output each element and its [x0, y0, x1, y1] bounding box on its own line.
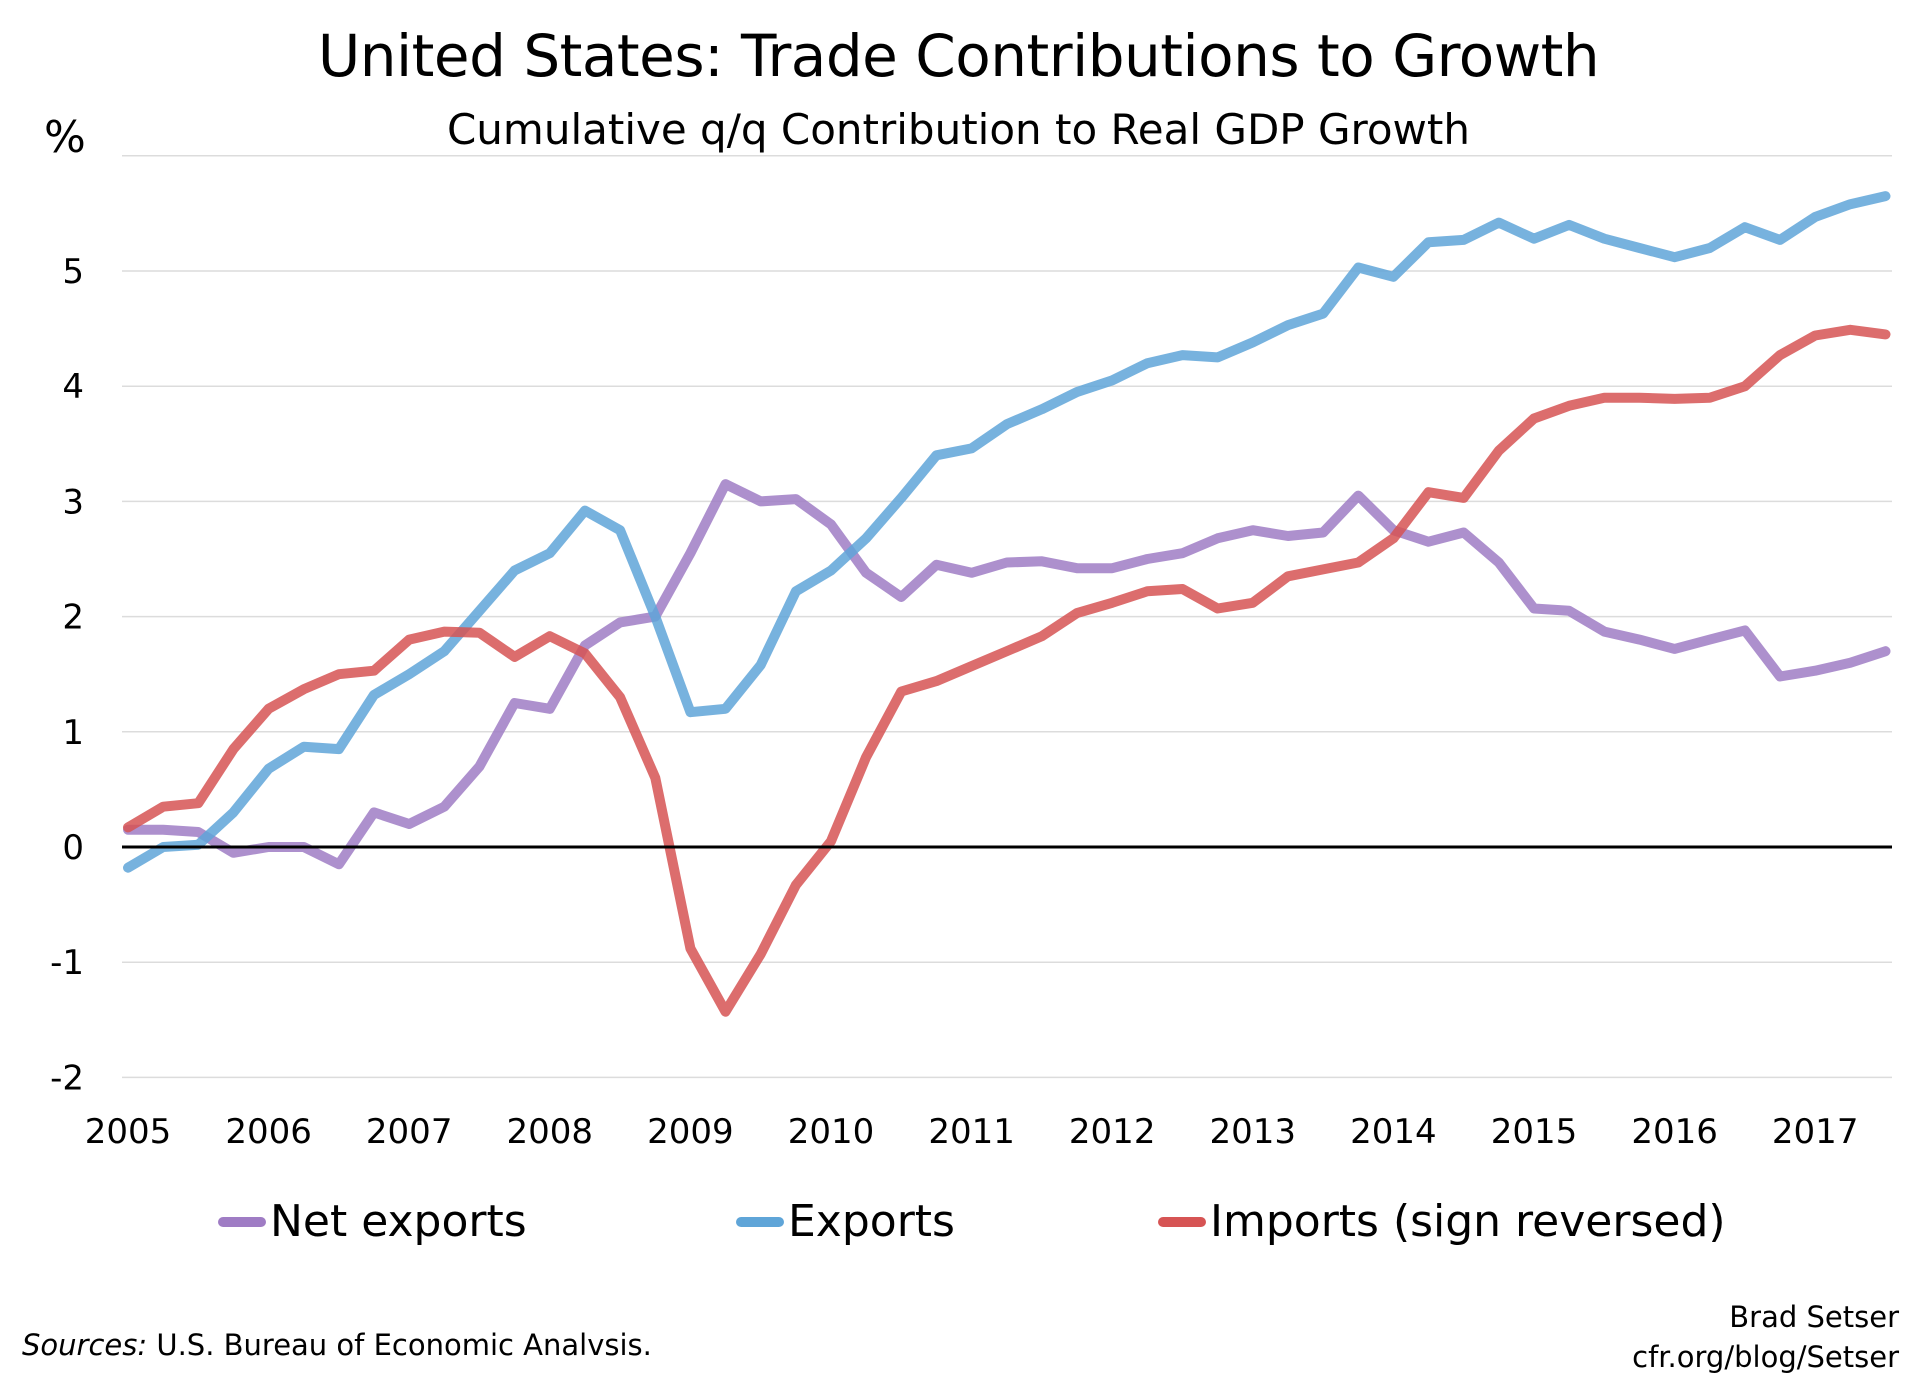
- y-tick-label: -2: [50, 1058, 84, 1098]
- y-tick-label: 4: [62, 367, 84, 407]
- x-tick-label: 2011: [928, 1112, 1015, 1152]
- legend-swatch-net-exports: [218, 1216, 266, 1227]
- series-line-exports: [123, 191, 1891, 873]
- legend-item-net-exports: Net exports: [218, 1196, 527, 1247]
- author-credit: Brad Setser: [1729, 1300, 1899, 1334]
- x-tick-label: 2007: [366, 1112, 453, 1152]
- y-tick-label: 2: [62, 598, 84, 638]
- x-tick-label: 2015: [1491, 1112, 1578, 1152]
- series-line-net-exports: [123, 479, 1891, 870]
- sources-text: U.S. Bureau of Economic Analvsis.: [147, 1328, 652, 1362]
- y-tick-label: 3: [62, 482, 84, 522]
- x-tick-label: 2005: [85, 1112, 172, 1152]
- x-tick-label: 2017: [1772, 1112, 1859, 1152]
- y-tick-label: 1: [62, 713, 84, 753]
- sources-note: Sources: U.S. Bureau of Economic Analvsi…: [22, 1328, 652, 1362]
- legend-label: Exports: [788, 1196, 955, 1247]
- y-axis-unit-label: %: [44, 112, 86, 163]
- y-tick-label: 0: [62, 828, 84, 868]
- legend-item-imports: Imports (sign reversed): [1158, 1196, 1726, 1247]
- x-tick-label: 2014: [1350, 1112, 1437, 1152]
- x-tick-label: 2006: [225, 1112, 312, 1152]
- x-tick-label: 2013: [1210, 1112, 1297, 1152]
- chart-title: United States: Trade Contributions to Gr…: [317, 22, 1600, 90]
- series-line-imports-sign-reversed: [123, 324, 1891, 1017]
- x-tick-label: 2016: [1631, 1112, 1718, 1152]
- x-tick-label: 2009: [647, 1112, 734, 1152]
- legend-swatch-imports: [1158, 1216, 1206, 1227]
- chart-subtitle: Cumulative q/q Contribution to Real GDP …: [446, 105, 1470, 154]
- x-tick-label: 2012: [1069, 1112, 1156, 1152]
- legend-swatch-exports: [736, 1216, 784, 1227]
- x-tick-label: 2010: [788, 1112, 875, 1152]
- y-tick-label: 5: [62, 252, 84, 292]
- sources-label: Sources:: [22, 1328, 148, 1362]
- y-tick-label: -1: [50, 943, 84, 983]
- source-url: cfr.org/blog/Setser: [1632, 1340, 1899, 1374]
- legend-item-exports: Exports: [736, 1196, 955, 1247]
- x-tick-label: 2008: [507, 1112, 594, 1152]
- legend-label: Imports (sign reversed): [1210, 1196, 1726, 1247]
- legend-label: Net exports: [270, 1196, 527, 1247]
